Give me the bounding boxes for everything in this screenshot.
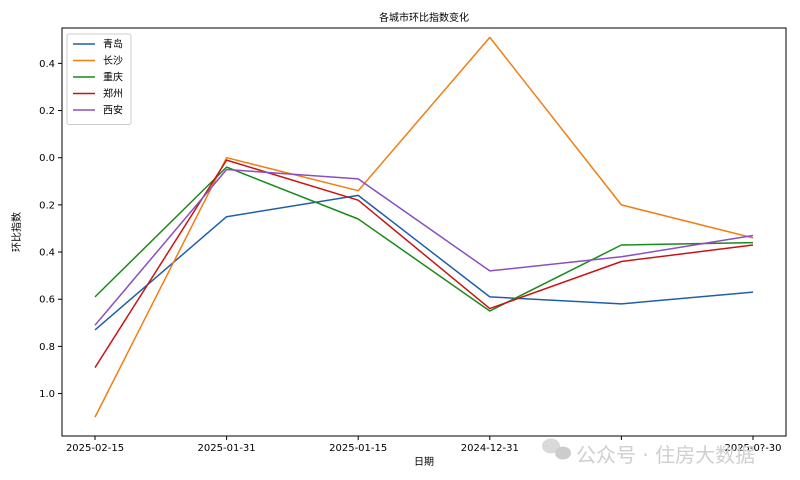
y-tick-label: 0.6 bbox=[39, 295, 55, 306]
y-tick-label: 1.0 bbox=[39, 389, 55, 400]
watermark: 公众号 · 住房大数据 bbox=[542, 438, 755, 467]
y-tick-label: 0.4 bbox=[39, 59, 55, 70]
wechat-icon bbox=[542, 438, 571, 460]
series-line-西安 bbox=[94, 168, 754, 326]
chart-title: 各城市环比指数变化 bbox=[379, 11, 469, 24]
legend-label: 青岛 bbox=[103, 38, 123, 51]
x-axis: 2025-02-15 2025-01-31 2025-01-15 2024-12-31… bbox=[66, 436, 782, 454]
legend-label: 长沙 bbox=[103, 55, 123, 67]
y-axis: 1.0 0.8 0.6 0.4 0.2 0.0 0.2 0.4 bbox=[39, 59, 62, 400]
x-tick-label: 2024-12-31 bbox=[461, 443, 519, 454]
legend-label: 郑州 bbox=[103, 87, 123, 100]
legend-box bbox=[66, 33, 132, 125]
y-tick-label: 0.2 bbox=[39, 106, 55, 117]
series-line-郑州 bbox=[94, 159, 754, 369]
y-tick-label: 0.0 bbox=[39, 153, 55, 164]
x-tick-label: 2025-02-15 bbox=[66, 443, 124, 454]
plot-frame bbox=[61, 27, 787, 437]
x-tick-label: 2025-01-31 bbox=[198, 443, 256, 454]
x-tick-label: 2025-0?-30 bbox=[724, 443, 781, 454]
x-tick-label: 2025-01-15 bbox=[329, 443, 387, 454]
y-tick-label: 0.2 bbox=[39, 200, 55, 211]
x-axis-title: 日期 bbox=[414, 456, 434, 468]
y-tick-label: 0.8 bbox=[39, 342, 55, 353]
y-tick-label: 0.4 bbox=[39, 248, 55, 259]
y-axis-title: 环比指数 bbox=[10, 212, 23, 252]
legend-label: 西安 bbox=[103, 104, 123, 117]
series-layer bbox=[94, 36, 754, 418]
series-line-青岛 bbox=[94, 194, 754, 331]
legend-label: 重庆 bbox=[103, 71, 123, 84]
watermark-text: 公众号 · 住房大数据 bbox=[576, 443, 755, 467]
series-line-长沙 bbox=[94, 36, 754, 418]
series-line-重庆 bbox=[94, 166, 754, 312]
